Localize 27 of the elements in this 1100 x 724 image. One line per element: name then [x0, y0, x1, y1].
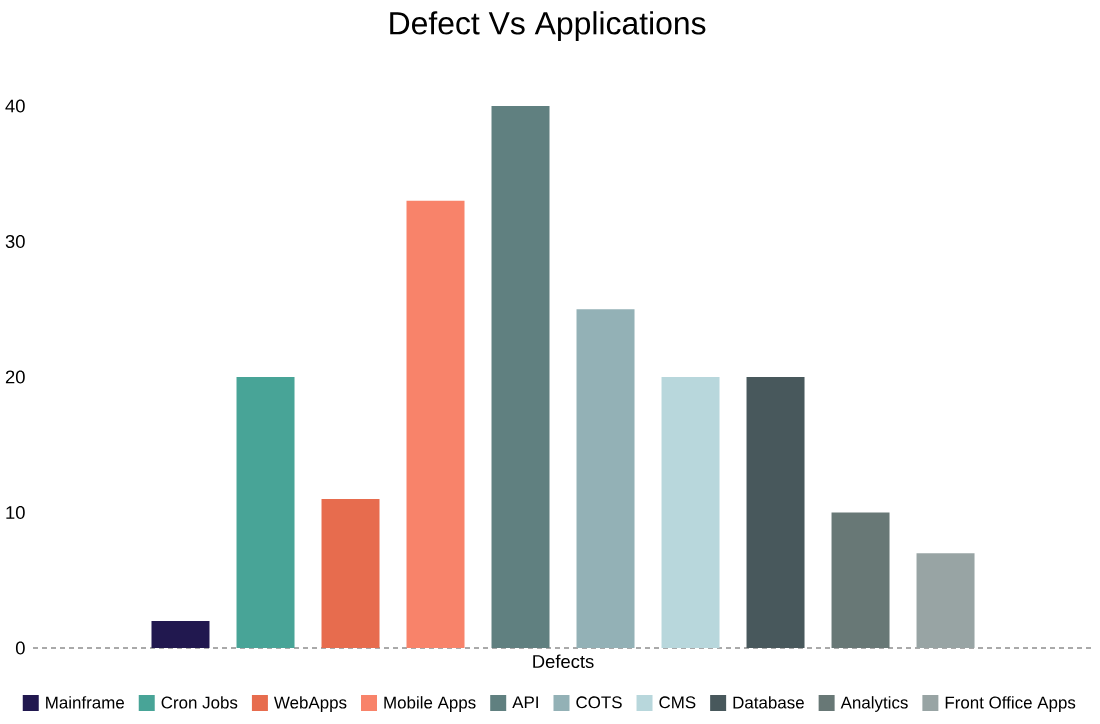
legend-label: CMS — [659, 696, 696, 709]
bar — [236, 377, 295, 648]
chart-title: Defect Vs Applications — [390, 11, 706, 41]
bar — [491, 106, 550, 648]
y-tick-label: 40 — [5, 99, 25, 113]
y-tick-label: 10 — [6, 505, 25, 520]
y-tick-label: 30 — [5, 234, 25, 249]
bar — [576, 309, 635, 648]
legend-label: Front Office Apps — [945, 696, 1076, 712]
y-tick-label: 0 — [15, 641, 25, 655]
legend-label: Mainframe — [46, 696, 124, 709]
legend-label: WebApps — [273, 696, 347, 712]
bar — [661, 377, 720, 648]
legend-label: API — [512, 696, 538, 709]
bar — [151, 620, 210, 648]
y-tick-label: 20 — [5, 370, 25, 384]
legend-label: Mobile Apps — [384, 696, 476, 712]
legend-label: Cron Jobs — [161, 696, 238, 709]
legend-label: COTS — [576, 696, 622, 709]
bar — [321, 498, 380, 648]
bar — [916, 553, 975, 648]
legend-label: Analytics — [840, 696, 908, 712]
bar — [746, 377, 805, 648]
legend-label: Database — [733, 696, 804, 709]
x-tick-label: Defects — [533, 654, 594, 669]
bar — [831, 512, 890, 648]
bar — [406, 200, 465, 648]
